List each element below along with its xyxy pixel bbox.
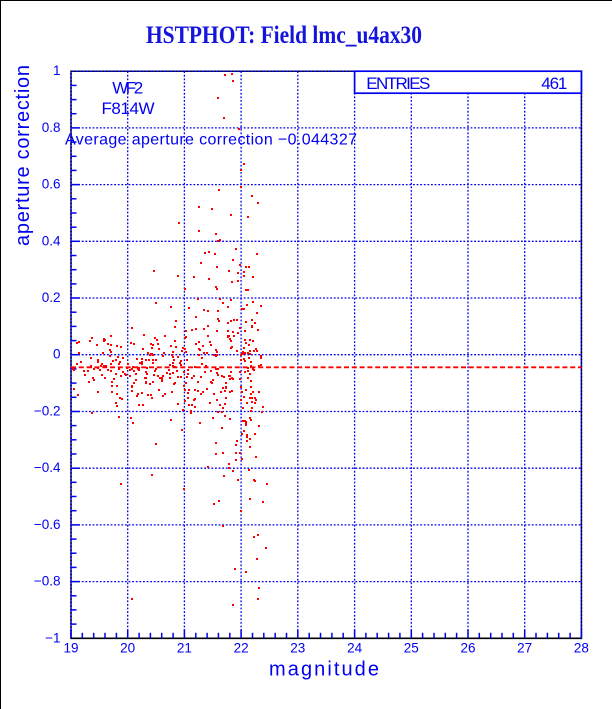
svg-text:25: 25	[404, 641, 419, 656]
svg-text:24: 24	[347, 641, 363, 656]
svg-text:0.4: 0.4	[42, 233, 61, 248]
svg-text:WF2: WF2	[112, 79, 143, 98]
svg-text:aperture correction: aperture correction	[12, 65, 34, 246]
svg-text:−1: −1	[45, 630, 60, 645]
svg-text:0.6: 0.6	[42, 177, 61, 192]
svg-text:461: 461	[541, 74, 567, 93]
svg-text:−0.6: −0.6	[34, 517, 61, 532]
svg-text:−0.4: −0.4	[34, 460, 61, 475]
svg-text:20: 20	[120, 641, 135, 656]
svg-text:22: 22	[234, 641, 249, 656]
svg-text:magnitude: magnitude	[269, 659, 379, 681]
svg-text:Average aperture correction −0: Average aperture correction −0.044327	[65, 132, 357, 149]
svg-text:21: 21	[177, 641, 192, 656]
svg-text:0: 0	[53, 347, 61, 362]
svg-text:28: 28	[574, 641, 589, 656]
svg-text:27: 27	[517, 641, 532, 656]
svg-text:−0.8: −0.8	[34, 574, 61, 589]
svg-text:ENTRIES: ENTRIES	[366, 74, 430, 93]
svg-text:19: 19	[63, 641, 78, 656]
svg-text:1: 1	[53, 63, 61, 78]
svg-text:F814W: F814W	[102, 99, 155, 118]
svg-text:26: 26	[460, 641, 475, 656]
svg-text:−0.2: −0.2	[34, 404, 61, 419]
svg-text:23: 23	[290, 641, 305, 656]
svg-text:HSTPHOT: Field lmc_u4ax30: HSTPHOT: Field lmc_u4ax30	[146, 22, 422, 49]
svg-text:0.2: 0.2	[42, 290, 61, 305]
svg-text:0.8: 0.8	[42, 120, 61, 135]
